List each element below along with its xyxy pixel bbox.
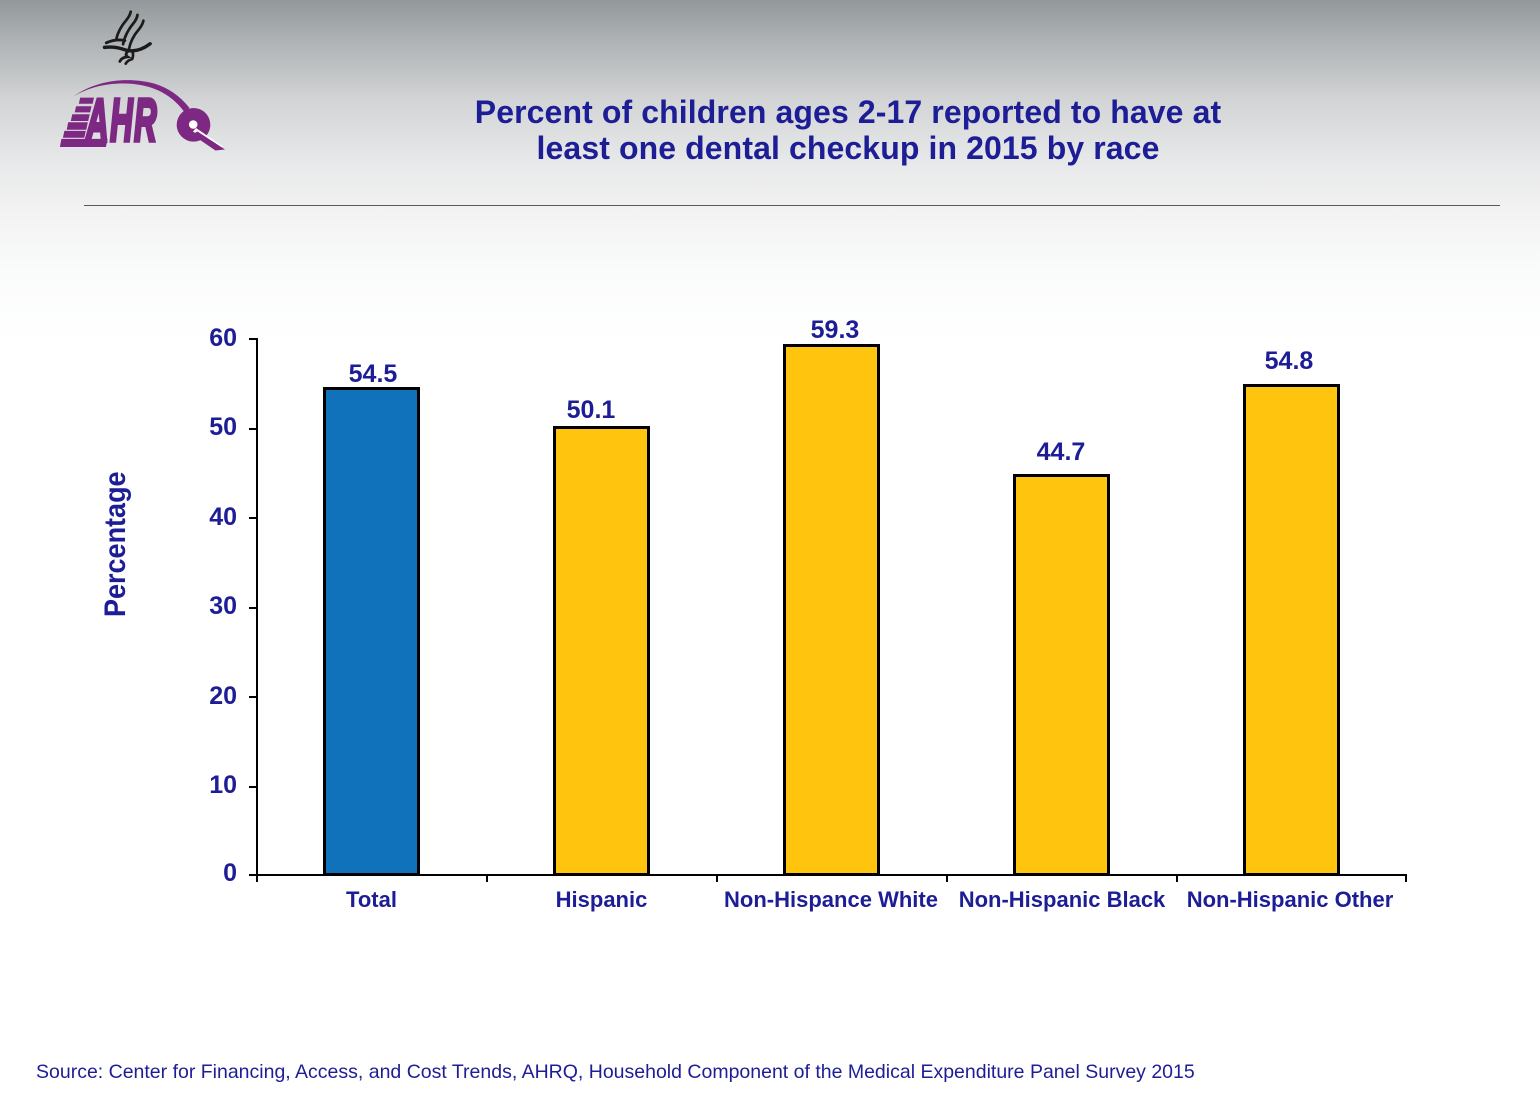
svg-text:AHR: AHR bbox=[85, 88, 158, 152]
